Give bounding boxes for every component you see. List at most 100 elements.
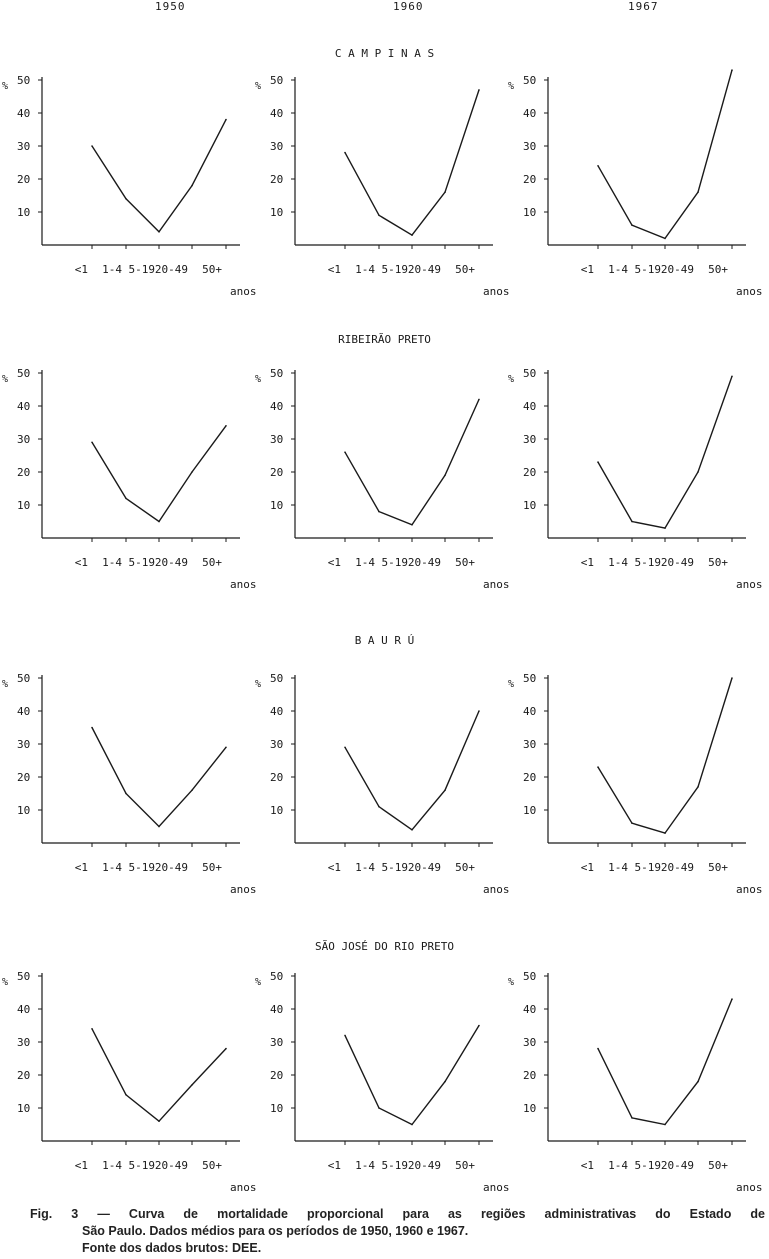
data-point [697, 786, 699, 788]
x-tick-label: 50+ [202, 263, 222, 276]
x-tick-label: <1 [75, 263, 88, 276]
year-header-1967: 1967 [628, 0, 659, 13]
data-point [631, 520, 633, 523]
y-unit-label: % [508, 374, 514, 385]
data-point [158, 1120, 160, 1122]
data-point [225, 425, 227, 427]
x-tick-label: 20-49 [408, 1159, 441, 1172]
data-point [158, 231, 160, 233]
caption-line-1: Fig. 3 — Curva de mortalidade proporcion… [30, 1207, 765, 1221]
y-tick-label: 10 [270, 206, 283, 219]
data-point [731, 375, 733, 378]
x-tick-label: 20-49 [155, 1159, 188, 1172]
chart-svg: % 10 20 30 40 50 <1 1-4 5-19 20-49 50+ anos [508, 970, 763, 1194]
y-unit-label: % [2, 81, 8, 92]
chart-ribeirao-preto-1950: % 10 20 30 40 50 <1 1-4 5-19 20-49 50+ anos [0, 365, 257, 615]
y-unit-label: % [2, 977, 8, 988]
x-tick-label: <1 [581, 263, 594, 276]
x-unit-label: anos [230, 883, 257, 896]
data-point [444, 1080, 446, 1083]
chart-svg: % 10 20 30 40 50 <1 1-4 5-19 20-49 50+ anos [508, 672, 763, 896]
x-tick-label: <1 [581, 1159, 594, 1172]
x-tick-label: 1-4 [355, 556, 375, 569]
y-tick-label: 40 [523, 400, 536, 413]
mortality-curve [597, 69, 733, 240]
y-tick-label: 40 [17, 1003, 30, 1016]
chart-bauru-1960: % 10 20 30 40 50 <1 1-4 5-19 20-49 50+ anos [253, 670, 510, 920]
y-tick-label: 20 [17, 173, 30, 186]
x-tick-label: 50+ [455, 556, 475, 569]
data-point [411, 1123, 413, 1126]
chart-svg: % 10 20 30 40 50 <1 1-4 5-19 20-49 50+ anos [2, 74, 257, 298]
x-tick-label: 50+ [455, 861, 475, 874]
x-tick-label: 1-4 [102, 861, 122, 874]
mortality-curve [344, 89, 480, 237]
chart-sao-jose-1960: % 10 20 30 40 50 <1 1-4 5-19 20-49 50+ anos [253, 968, 510, 1218]
data-point [631, 822, 633, 824]
data-point [697, 1080, 699, 1083]
y-unit-label: % [508, 81, 514, 92]
data-point [597, 1047, 599, 1050]
mortality-curve [91, 1028, 227, 1123]
x-unit-label: anos [736, 1181, 763, 1194]
y-tick-label: 10 [270, 499, 283, 512]
y-tick-label: 10 [270, 1102, 283, 1115]
y-tick-label: 10 [523, 804, 536, 817]
x-tick-label: 1-4 [608, 556, 628, 569]
x-tick-label: 1-4 [102, 263, 122, 276]
data-point [125, 497, 127, 500]
y-tick-label: 20 [270, 173, 283, 186]
chart-ribeirao-preto-1967: % 10 20 30 40 50 <1 1-4 5-19 20-49 50+ anos [506, 365, 763, 615]
x-tick-label: 50+ [708, 1159, 728, 1172]
x-tick-label: 20-49 [155, 556, 188, 569]
y-unit-label: % [508, 679, 514, 690]
chart-campinas-1967: % 10 20 30 40 50 <1 1-4 5-19 20-49 50+ anos [506, 69, 763, 322]
x-tick-label: 1-4 [608, 1159, 628, 1172]
data-point [697, 191, 699, 193]
mortality-curve [597, 677, 733, 834]
x-unit-label: anos [736, 578, 763, 591]
x-tick-label: 20-49 [155, 861, 188, 874]
chart-svg: % 10 20 30 40 50 <1 1-4 5-19 20-49 50+ anos [255, 970, 510, 1194]
data-point [478, 1024, 480, 1027]
data-point [191, 789, 193, 791]
y-tick-label: 10 [17, 206, 30, 219]
y-tick-label: 40 [17, 705, 30, 718]
mortality-curve [344, 399, 480, 526]
data-point [631, 224, 633, 226]
x-tick-label: 20-49 [661, 263, 694, 276]
x-tick-label: 50+ [708, 263, 728, 276]
chart-bauru-1950: % 10 20 30 40 50 <1 1-4 5-19 20-49 50+ anos [0, 670, 257, 920]
y-tick-label: 20 [17, 1069, 30, 1082]
x-tick-label: 20-49 [661, 556, 694, 569]
y-tick-label: 40 [17, 400, 30, 413]
y-tick-label: 50 [523, 74, 536, 87]
data-point [344, 746, 346, 749]
x-unit-label: anos [230, 1181, 257, 1194]
y-tick-label: 50 [17, 672, 30, 685]
x-tick-label: 5-19 [129, 263, 156, 276]
data-point [444, 191, 446, 193]
chart-campinas-1960: % 10 20 30 40 50 <1 1-4 5-19 20-49 50+ anos [253, 72, 510, 322]
y-tick-label: 20 [270, 1069, 283, 1082]
data-point [478, 398, 480, 401]
x-tick-label: 1-4 [355, 263, 375, 276]
data-point [478, 89, 480, 91]
region-title-bauru: B A U R Ú [354, 634, 415, 647]
chart-svg: % 10 20 30 40 50 <1 1-4 5-19 20-49 50+ anos [508, 367, 763, 591]
x-tick-label: 1-4 [608, 861, 628, 874]
x-tick-label: 50+ [708, 556, 728, 569]
y-tick-label: 30 [17, 1036, 30, 1049]
chart-bauru-1967: % 10 20 30 40 50 <1 1-4 5-19 20-49 50+ anos [506, 670, 763, 920]
x-tick-label: 50+ [455, 1159, 475, 1172]
data-point [378, 214, 380, 217]
y-tick-label: 20 [523, 466, 536, 479]
y-unit-label: % [255, 81, 261, 92]
y-tick-label: 50 [270, 970, 283, 983]
x-tick-label: <1 [75, 861, 88, 874]
y-tick-label: 10 [523, 206, 536, 219]
data-point [91, 145, 93, 147]
x-tick-label: <1 [328, 861, 341, 874]
data-point [344, 451, 346, 453]
data-point [91, 441, 93, 444]
